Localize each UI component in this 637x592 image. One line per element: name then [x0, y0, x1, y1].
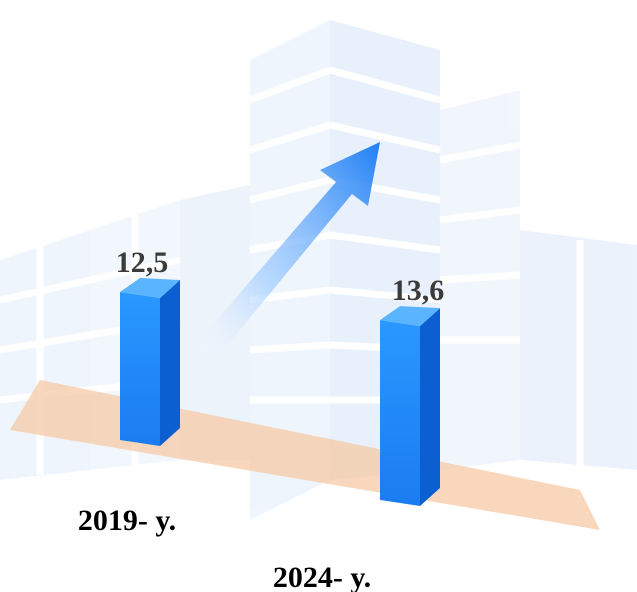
bars-group: 12,5 2019- y. 13,6 2024- y.: [78, 246, 444, 592]
category-label: 2024- y.: [273, 561, 371, 592]
bar-2: [380, 306, 440, 506]
bar-front-face: [120, 292, 160, 446]
bar-value-label: 13,6: [392, 274, 445, 307]
category-label: 2019- y.: [78, 504, 176, 537]
bar-top-face: [380, 306, 440, 327]
trend-arrow: [195, 142, 380, 360]
bar-side-face: [160, 280, 180, 446]
bar-top-face: [120, 278, 180, 298]
bar-front-face: [380, 320, 420, 506]
bar-1: [120, 278, 180, 446]
bar-side-face: [420, 308, 440, 506]
bar-value-label: 12,5: [116, 246, 169, 279]
